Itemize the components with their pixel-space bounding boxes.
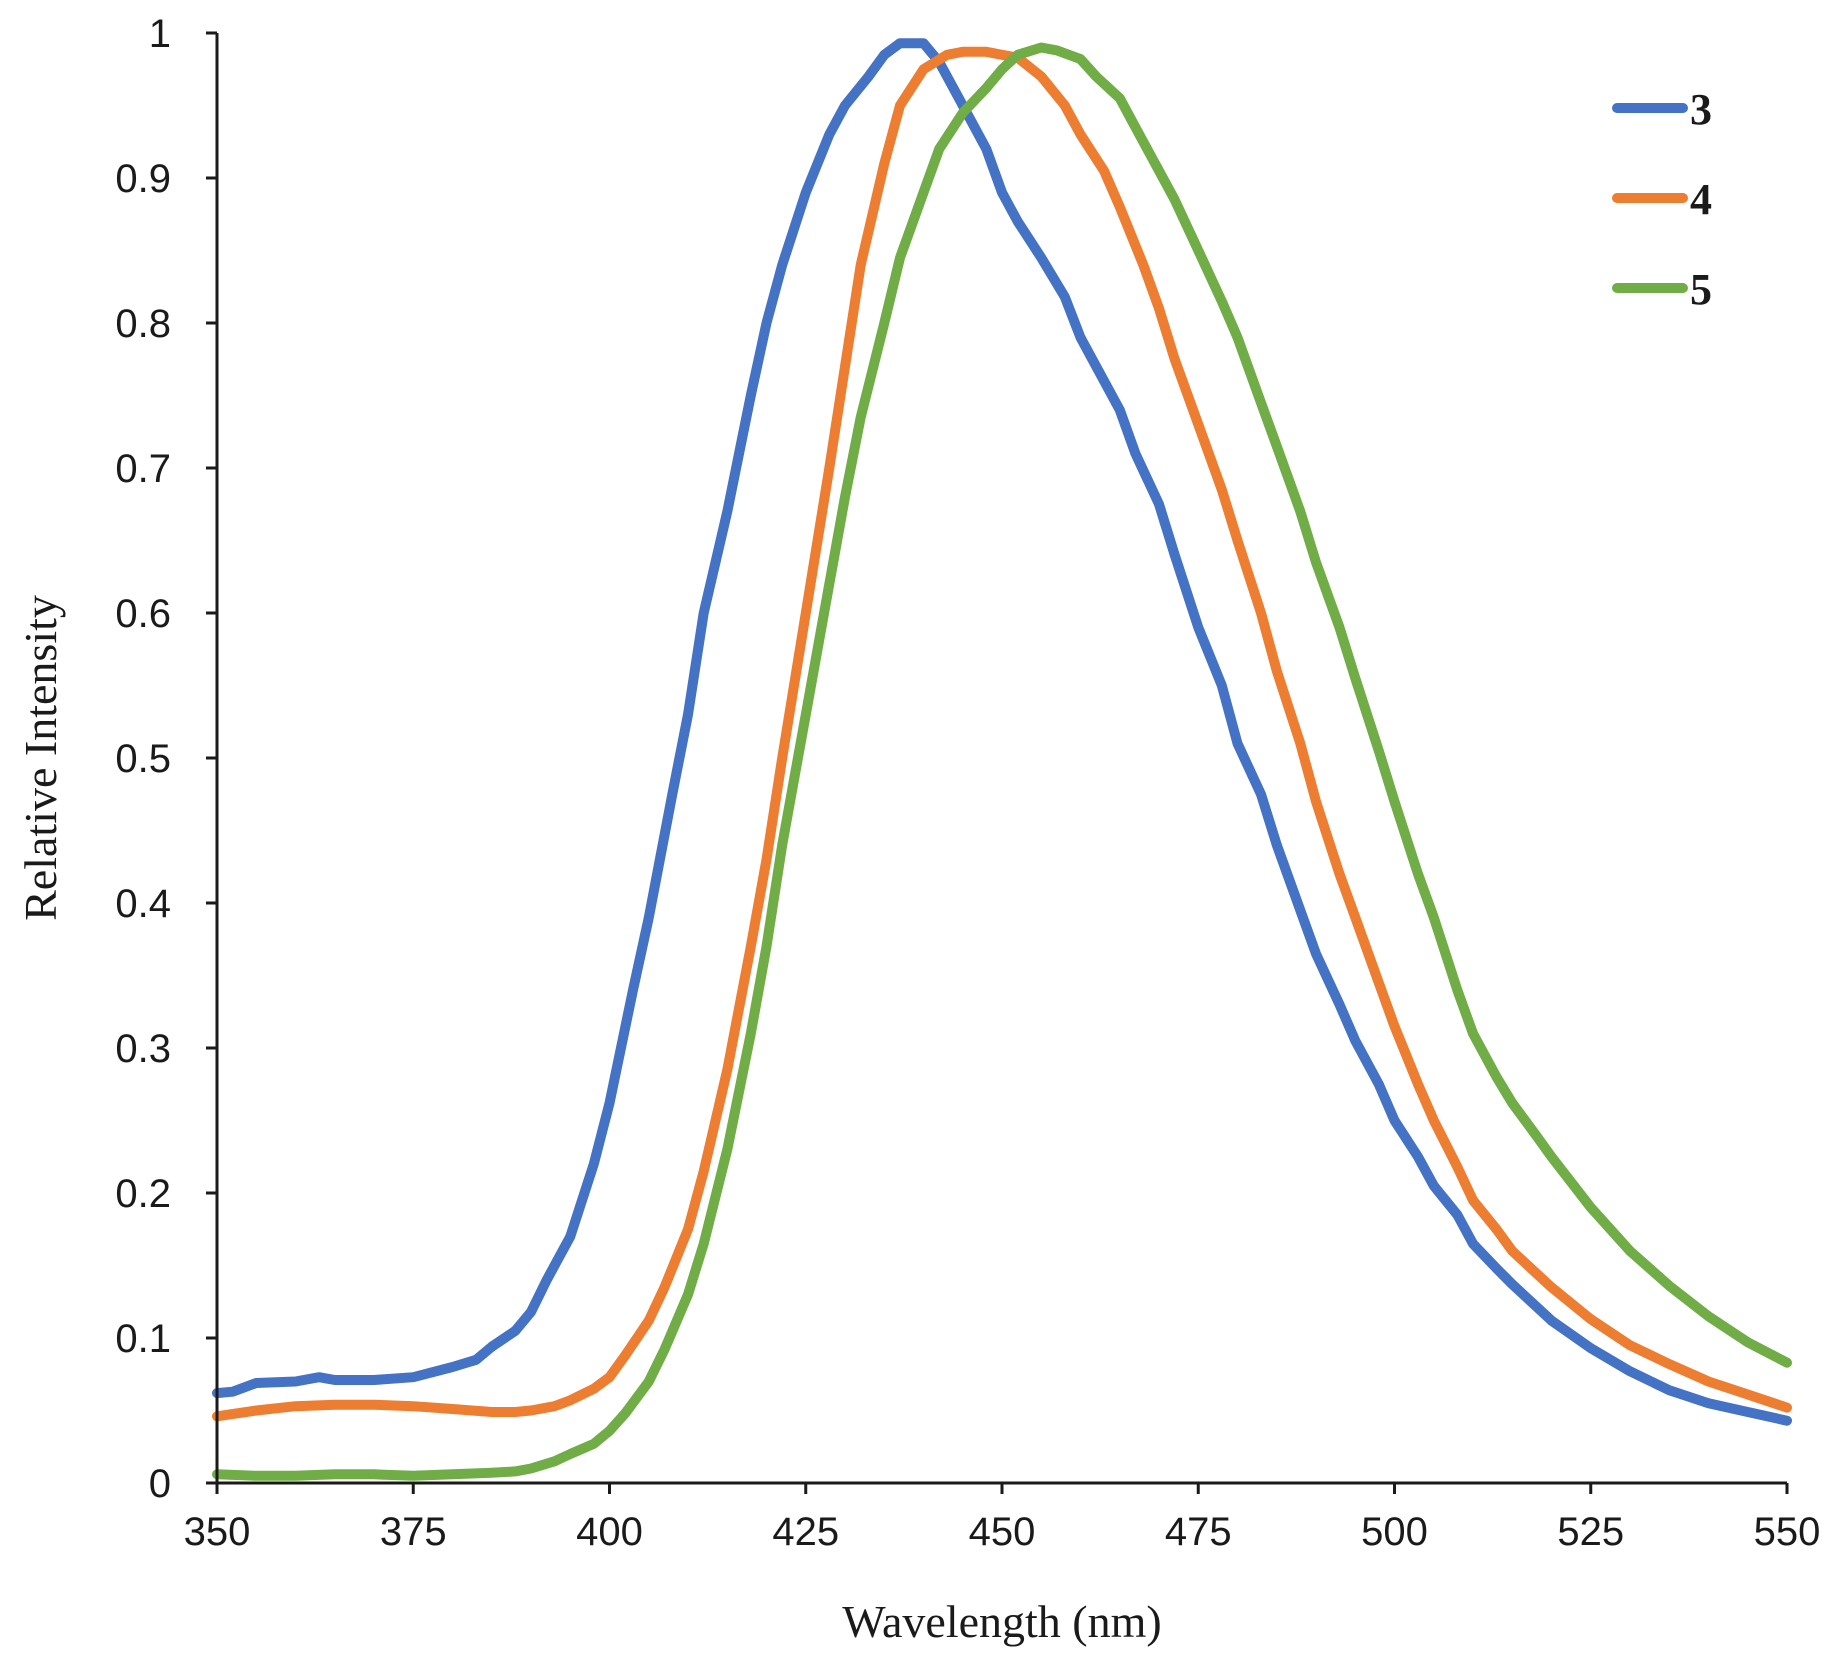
y-tick-label: 0.6 (115, 592, 171, 636)
y-tick-label: 1 (149, 12, 171, 56)
x-tick-label: 500 (1361, 1510, 1428, 1554)
y-tick-label: 0.8 (115, 302, 171, 346)
legend: 3 4 5 (1612, 85, 1712, 314)
series-line-5 (212, 42, 1792, 1481)
legend-label-3: 3 (1690, 85, 1712, 134)
x-tick-label: 375 (380, 1510, 447, 1554)
x-axis-title: Wavelength (nm) (842, 1596, 1161, 1647)
y-tick-label: 0.3 (115, 1027, 171, 1071)
x-tick-label: 525 (1557, 1510, 1624, 1554)
x-tick-label: 550 (1754, 1510, 1821, 1554)
y-tick-label: 0.2 (115, 1172, 171, 1216)
y-tick-label: 0.5 (115, 737, 171, 781)
legend-label-5: 5 (1690, 265, 1712, 314)
y-tick-label: 0.4 (115, 882, 171, 926)
y-axis-title: Relative Intensity (15, 595, 66, 921)
series-line-4 (212, 46, 1792, 1422)
y-tick-label: 0.9 (115, 157, 171, 201)
legend-label-4: 4 (1690, 175, 1712, 224)
x-tick-label: 475 (1165, 1510, 1232, 1554)
x-axis-ticks: 350 375 400 425 450 475 500 525 550 (184, 1483, 1821, 1554)
x-tick-label: 425 (772, 1510, 839, 1554)
series-layer (212, 38, 1792, 1481)
x-tick-label: 450 (969, 1510, 1036, 1554)
y-tick-label: 0 (149, 1462, 171, 1506)
plot-area: 350 375 400 425 450 475 500 525 550 0 0.1 0.2 0.3 0.… (115, 12, 1820, 1554)
y-axis-ticks: 0 0.1 0.2 0.3 0.4 0.5 0.6 0.7 0.8 0.9 1 (115, 12, 217, 1506)
x-tick-label: 350 (184, 1510, 251, 1554)
y-tick-label: 0.7 (115, 447, 171, 491)
series-line-3 (212, 38, 1792, 1426)
y-tick-label: 0.1 (115, 1317, 171, 1361)
x-tick-label: 400 (576, 1510, 643, 1554)
